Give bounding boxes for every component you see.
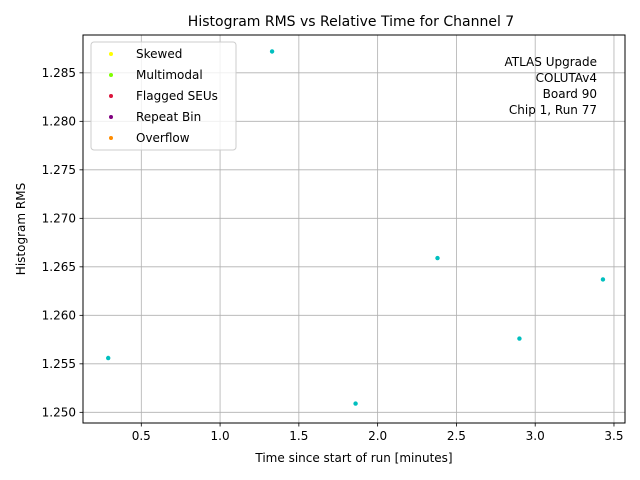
x-tick-label: 1.0 — [211, 429, 230, 443]
annotation-line: ATLAS Upgrade — [504, 55, 597, 69]
legend-box — [90, 41, 237, 151]
y-axis: 1.250 1.255 1.260 1.265 1.270 1.275 1.280 1.285 — [42, 66, 83, 419]
legend-label: Overflow — [136, 131, 190, 145]
data-point — [353, 401, 358, 406]
legend-label: Skewed — [136, 47, 182, 61]
legend-marker — [109, 94, 113, 98]
y-axis-label: Histogram RMS — [14, 183, 28, 275]
x-tick-label: 2.5 — [447, 429, 466, 443]
y-tick-label: 1.250 — [42, 405, 76, 419]
y-tick-label: 1.285 — [42, 66, 76, 80]
x-tick-label: 3.0 — [526, 429, 545, 443]
annotation-line: COLUTAv4 — [536, 71, 597, 85]
x-axis: 0.5 1.0 1.5 2.0 2.5 3.0 3.5 — [132, 423, 624, 443]
legend-marker — [109, 115, 113, 119]
annotation-line: Chip 1, Run 77 — [509, 103, 597, 117]
legend-marker — [109, 136, 113, 140]
data-point — [269, 49, 275, 54]
grid — [83, 35, 625, 423]
legend-label: Multimodal — [136, 68, 203, 82]
legend-marker — [109, 52, 113, 56]
legend: Skewed Multimodal Flagged SEUs Repeat Bin Ov… — [90, 41, 237, 151]
chart-title: Histogram RMS vs Relative Time for Chann… — [188, 14, 514, 30]
y-tick-label: 1.270 — [42, 211, 76, 225]
y-tick-label: 1.260 — [42, 308, 76, 322]
y-tick-label: 1.275 — [42, 163, 76, 177]
data-point — [106, 355, 111, 361]
data-point — [435, 255, 440, 261]
x-tick-label: 0.5 — [132, 429, 151, 443]
y-tick-label: 1.265 — [42, 260, 76, 274]
legend-marker — [109, 73, 113, 77]
run-info-annotation: ATLAS Upgrade COLUTAv4 Board 90 Chip 1, Run… — [504, 55, 597, 117]
legend-label: Repeat Bin — [136, 110, 201, 124]
x-tick-label: 1.5 — [289, 429, 308, 443]
legend-label: Flagged SEUs — [136, 89, 218, 103]
y-tick-label: 1.280 — [42, 114, 76, 128]
annotation-line: Board 90 — [543, 87, 597, 101]
plot-area — [82, 34, 626, 424]
x-tick-label: 2.0 — [368, 429, 387, 443]
y-tick-label: 1.255 — [42, 357, 76, 371]
data-point — [600, 277, 606, 282]
x-tick-label: 3.5 — [604, 429, 623, 443]
data-points — [106, 49, 606, 406]
x-axis-label: Time since start of run [minutes] — [254, 451, 452, 465]
data-point — [517, 336, 522, 341]
